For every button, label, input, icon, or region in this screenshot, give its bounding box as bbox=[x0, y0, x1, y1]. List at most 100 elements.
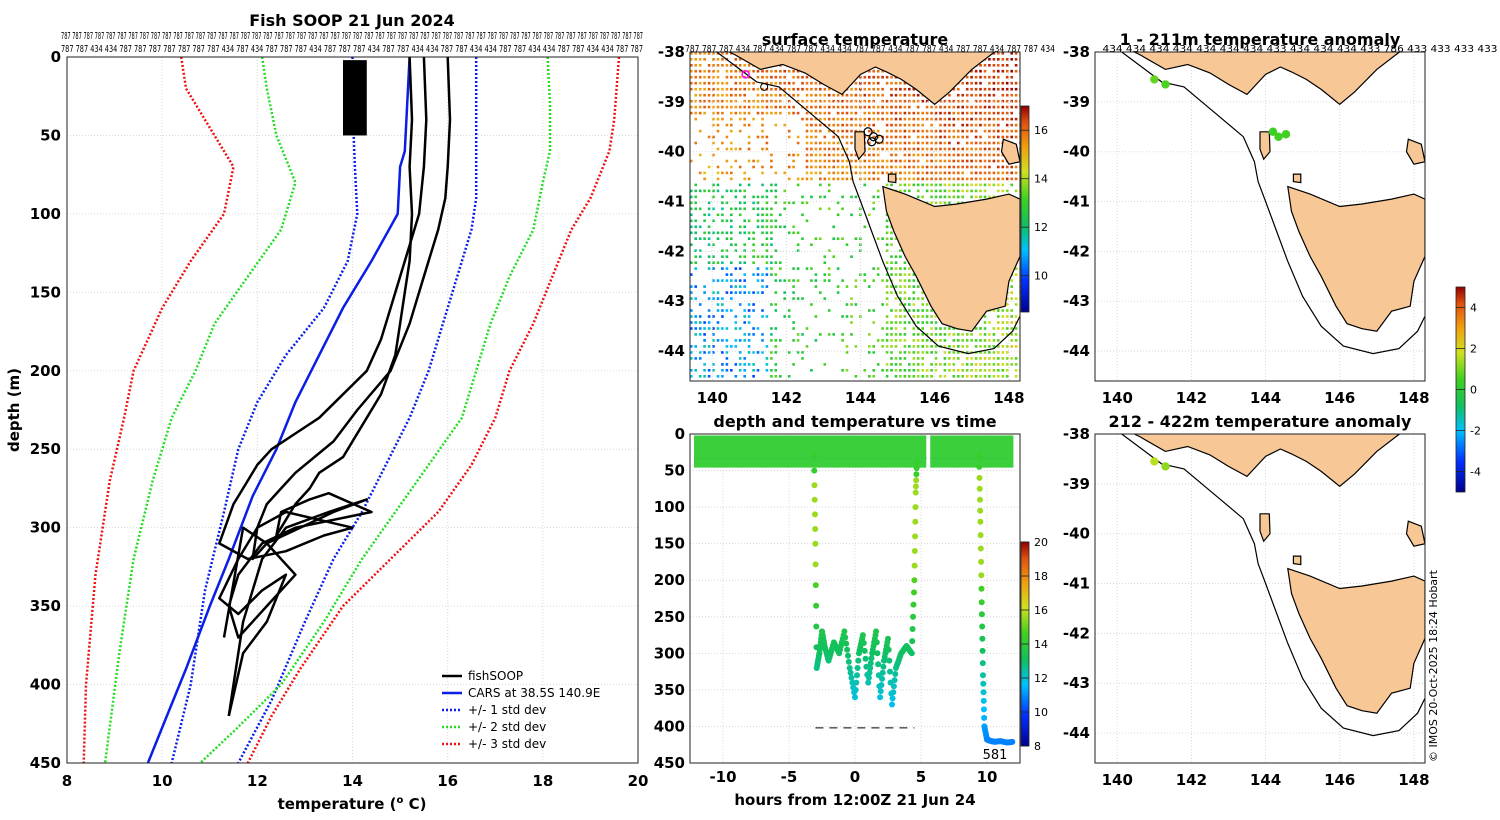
sst-pixel bbox=[948, 99, 951, 103]
sst-pixel bbox=[703, 58, 706, 61]
sst-pixel bbox=[756, 369, 760, 372]
sst-pixel bbox=[779, 213, 782, 217]
sst-pixel bbox=[814, 153, 818, 157]
profile-fish-near-surface bbox=[342, 60, 367, 136]
dt-point bbox=[879, 675, 886, 682]
sst-pixel bbox=[747, 363, 751, 366]
sst-pixel bbox=[814, 81, 818, 85]
sst-pixel bbox=[738, 369, 742, 372]
sst-pixel bbox=[765, 135, 769, 139]
sst-pixel bbox=[881, 369, 884, 372]
sst-pixel bbox=[899, 267, 902, 270]
dt-point bbox=[908, 650, 915, 657]
sst-pixel bbox=[725, 87, 729, 91]
sst-pixel bbox=[845, 111, 849, 115]
sst-pixel bbox=[868, 75, 871, 79]
sst-pixel bbox=[721, 255, 724, 258]
sst-pixel bbox=[725, 93, 729, 97]
sst-pixel bbox=[819, 333, 822, 336]
sst-pixel bbox=[765, 219, 769, 223]
sst-pixel bbox=[805, 345, 809, 348]
anom1-xtick-label: 140 bbox=[1102, 389, 1133, 407]
sst-pixel bbox=[792, 111, 795, 115]
sst-pixel bbox=[819, 195, 822, 199]
sst-pixel bbox=[957, 111, 960, 115]
sst-pixel bbox=[903, 141, 907, 145]
sst-pixel bbox=[965, 75, 969, 79]
sst-pixel bbox=[810, 147, 813, 151]
sst-pixel bbox=[890, 327, 893, 330]
sst-pixel bbox=[885, 261, 889, 264]
sst-pixel bbox=[730, 141, 733, 145]
sst-pixel bbox=[948, 141, 951, 145]
sst-pixel bbox=[690, 75, 693, 79]
sst-pixel bbox=[721, 327, 724, 330]
sst-pixel bbox=[747, 147, 751, 151]
sst-pixel bbox=[712, 117, 715, 121]
sst-pixel bbox=[965, 141, 969, 145]
sst-pixel bbox=[997, 153, 1000, 157]
sst-pixel bbox=[792, 153, 795, 157]
sst-pixel bbox=[774, 291, 778, 294]
sst-pixel bbox=[738, 183, 742, 187]
sst-pixel bbox=[694, 321, 697, 324]
sst-pixel bbox=[899, 177, 902, 181]
sst-pixel bbox=[792, 279, 795, 282]
sst-pixel bbox=[890, 237, 893, 240]
sst-pixel bbox=[997, 357, 1000, 360]
sst-pixel bbox=[747, 291, 751, 294]
sst-pixel bbox=[988, 111, 991, 115]
sst-pixel bbox=[752, 375, 755, 378]
sst-pixel bbox=[698, 52, 702, 55]
sst-pixel bbox=[925, 177, 929, 181]
sst-pixel bbox=[970, 141, 973, 145]
sst-pixel bbox=[868, 171, 871, 175]
sst-pixel bbox=[903, 129, 907, 133]
sst-pixel bbox=[841, 171, 844, 175]
sst-pixel bbox=[703, 93, 706, 97]
sst-pixel bbox=[716, 99, 720, 103]
sst-pixel bbox=[1014, 105, 1018, 109]
sst-pixel bbox=[930, 117, 933, 121]
sst-pixel bbox=[721, 213, 724, 217]
sst-pixel bbox=[903, 279, 907, 282]
sst-pixel bbox=[721, 309, 724, 312]
anom1-ytick-label: -40 bbox=[1063, 143, 1090, 161]
sst-pixel bbox=[988, 171, 991, 175]
sst-pixel bbox=[761, 285, 764, 288]
sst-pixel bbox=[957, 357, 960, 360]
sst-pixel bbox=[992, 111, 996, 115]
sst-pixel bbox=[916, 369, 920, 372]
sst-pixel bbox=[827, 189, 831, 193]
sst-pixel bbox=[868, 333, 871, 336]
sst-pixel bbox=[725, 345, 729, 348]
sst-pixel bbox=[792, 285, 795, 288]
sst-pixel bbox=[690, 219, 693, 223]
sst-pixel bbox=[912, 165, 916, 169]
sst-pixel bbox=[836, 291, 840, 294]
sst-pixel bbox=[712, 351, 715, 354]
sst-pixel bbox=[770, 231, 773, 235]
sst-pixel bbox=[725, 52, 729, 55]
sst-pixel bbox=[805, 165, 809, 169]
sst-pixel bbox=[899, 255, 902, 258]
sst-pixel bbox=[957, 99, 960, 103]
sst-pixel bbox=[921, 345, 924, 348]
sst-pixel bbox=[801, 351, 804, 354]
sst-pixel bbox=[868, 147, 871, 151]
sst-pixel bbox=[890, 243, 893, 246]
sst-pixel bbox=[957, 195, 960, 199]
sst-pixel bbox=[725, 219, 729, 223]
anom2-frame bbox=[1094, 433, 1426, 764]
sst-pixel bbox=[1010, 75, 1013, 79]
dt-point bbox=[812, 511, 818, 518]
sst-pixel bbox=[823, 279, 827, 282]
sst-pixel bbox=[961, 81, 964, 85]
sst-pixel bbox=[1005, 171, 1009, 175]
sst-pixel bbox=[761, 99, 764, 103]
sst-pixel bbox=[787, 129, 791, 133]
sst-pixel bbox=[961, 159, 964, 163]
sst-pixel bbox=[912, 153, 916, 157]
sst-pixel bbox=[943, 339, 947, 342]
sst-pixel bbox=[908, 99, 911, 103]
